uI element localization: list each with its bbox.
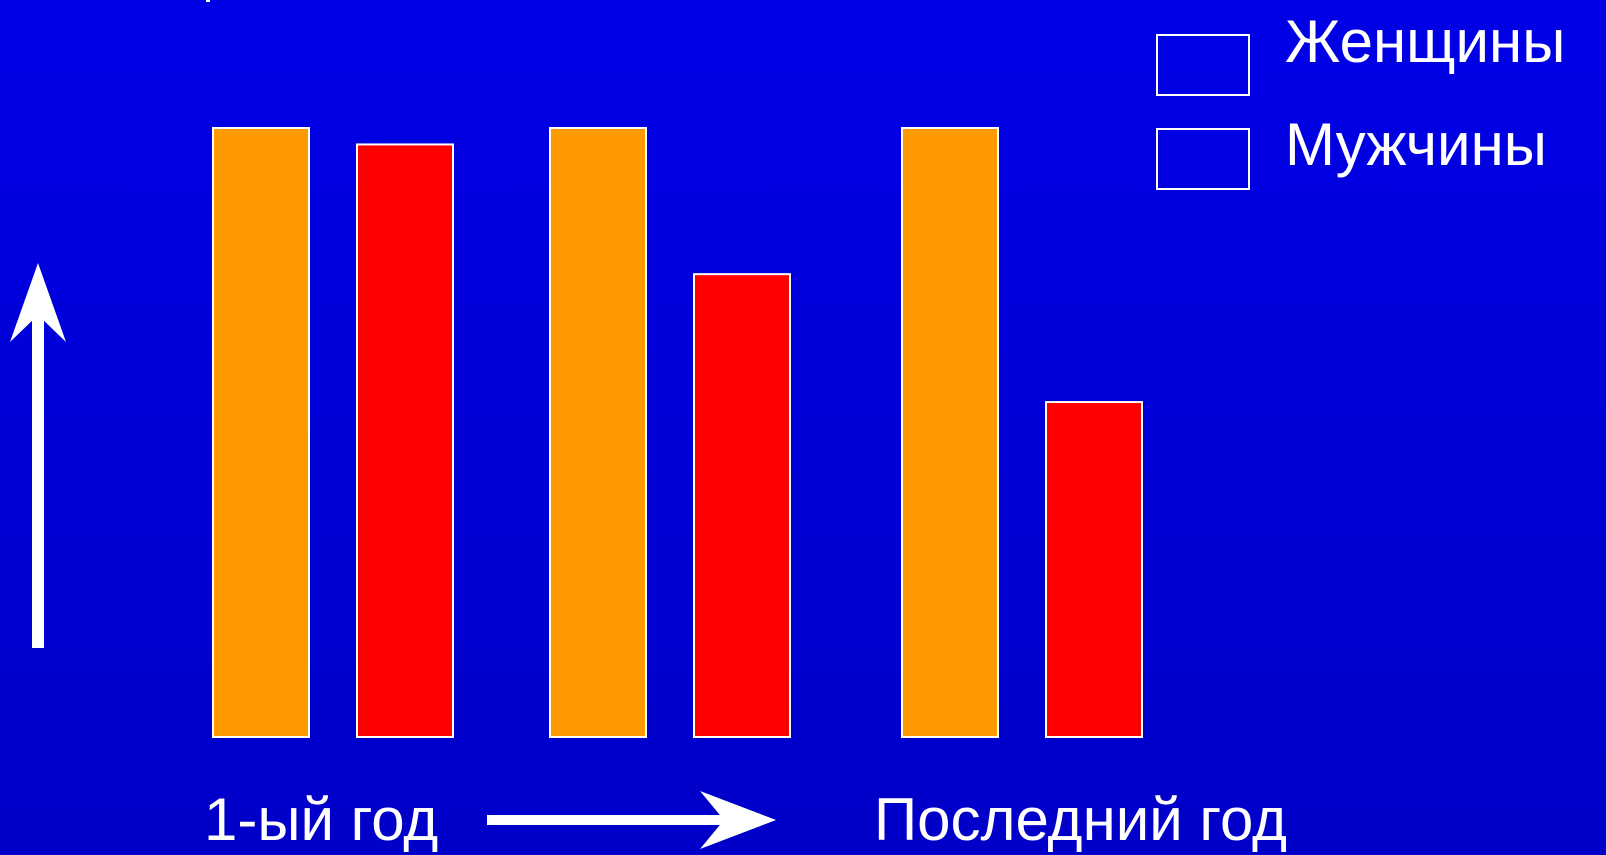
bar-men-1 [356,143,454,738]
top-text-fragment [206,0,210,2]
legend-swatch-men [1156,128,1250,190]
bar-women-2 [549,127,647,738]
x-label-end: Последний год [874,786,1288,853]
x-label-start: 1-ый год [204,786,439,853]
legend-label-women: Женщины [1285,8,1566,75]
bar-women-1 [212,127,310,738]
bar-women-3 [901,127,999,738]
legend-swatch-women [1156,34,1250,96]
legend-label-men: Мужчины [1285,111,1547,178]
bar-men-3 [1045,401,1143,738]
bars-group [212,127,1143,738]
bar-men-2 [693,273,791,738]
arrow-right-icon [487,791,776,849]
arrow-up-icon [10,263,66,648]
